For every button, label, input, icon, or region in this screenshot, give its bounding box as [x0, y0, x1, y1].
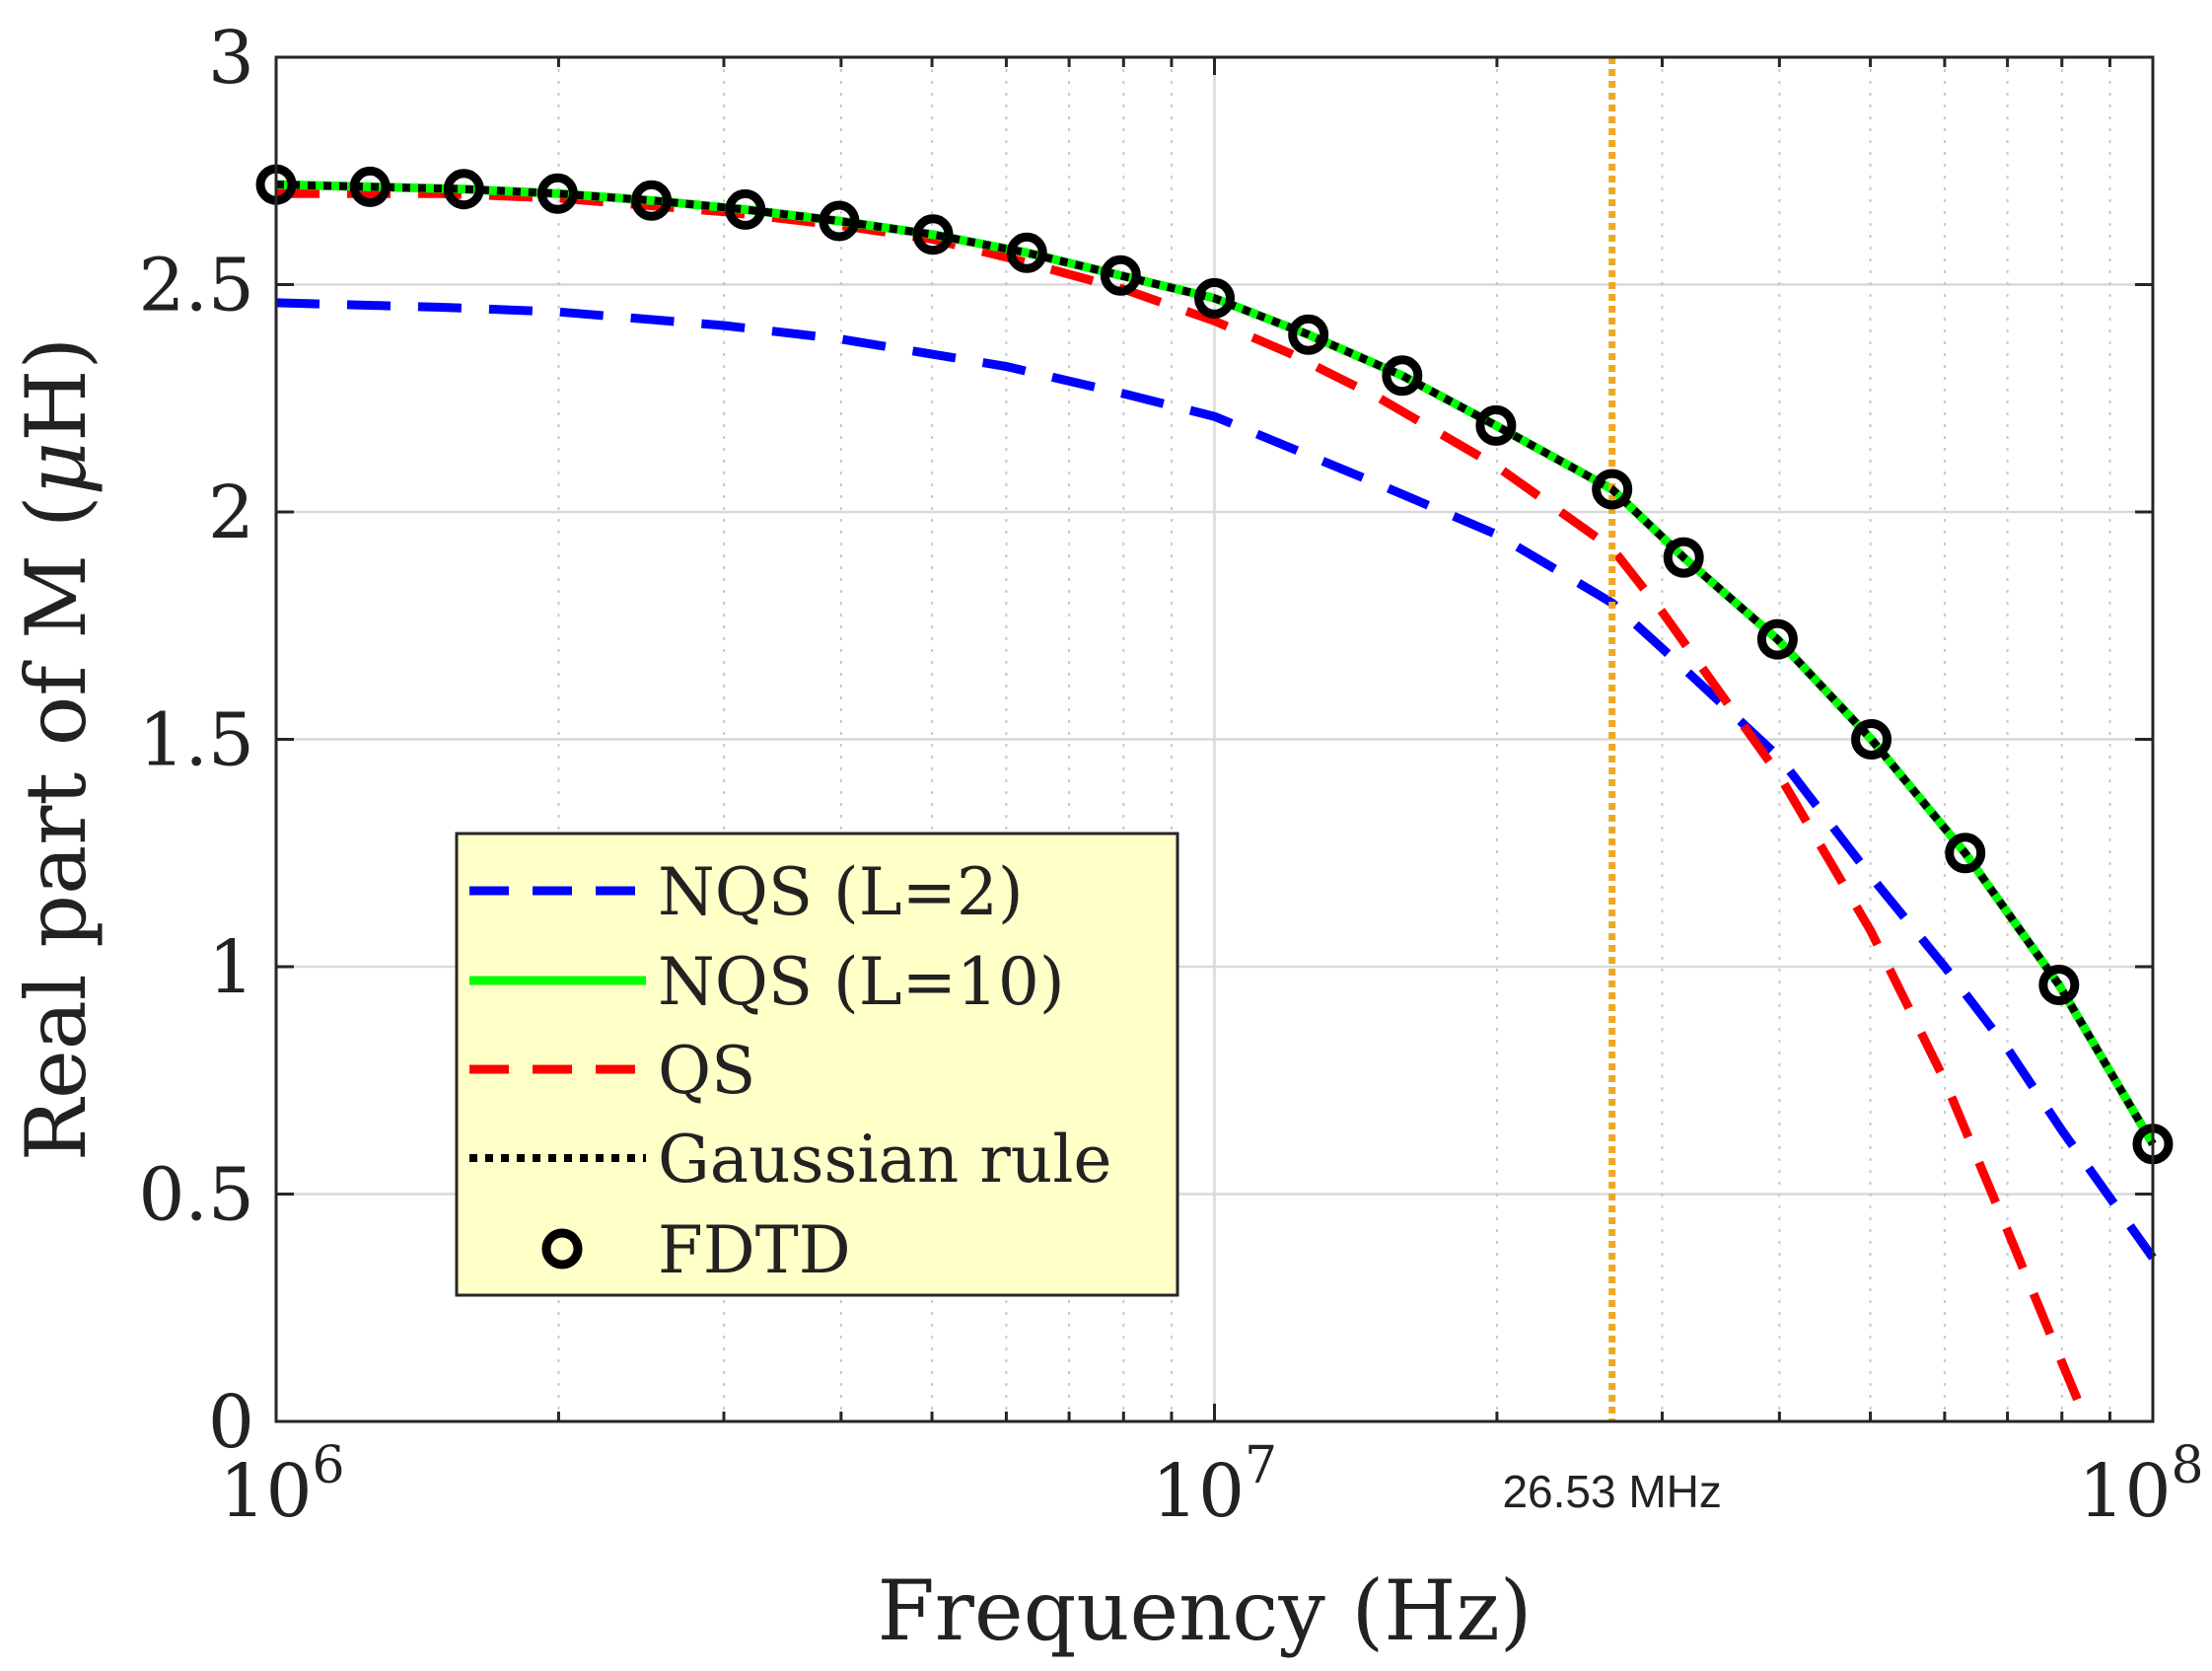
fdtd-marker	[1100, 254, 1141, 296]
y-tick-label: 3	[208, 16, 254, 101]
annotation-label: 26.53 MHz	[1502, 1466, 1721, 1517]
fdtd-marker	[1194, 277, 1235, 319]
fdtd-marker	[349, 166, 391, 207]
fdtd-marker	[1006, 232, 1047, 273]
x-tick-base: 10	[2078, 1449, 2171, 1534]
legend-entries: NQS (L=2) NQS (L=10) QS Gaussian rule FDTD	[469, 854, 1112, 1288]
y-axis-label: Real part of M (μH)	[8, 337, 105, 1162]
x-tick-label: 106	[219, 1436, 344, 1534]
fdtd-marker	[819, 200, 860, 242]
x-tick-exponent: 8	[2172, 1436, 2204, 1495]
fdtd-marker	[725, 188, 766, 230]
series-line-gaussian-rule	[275, 181, 2157, 1146]
legend-label-gaussian-rule: Gaussian rule	[658, 1122, 1112, 1198]
y-tick-label: 1.5	[138, 698, 254, 783]
legend-label-nqs-l-2: NQS (L=2)	[658, 854, 1024, 930]
y-tick-label: 0.5	[138, 1153, 254, 1238]
series-line-qs	[276, 188, 2091, 1423]
fdtd-marker	[631, 180, 673, 221]
legend-box	[455, 832, 1179, 1297]
legend-label-nqs-l-10: NQS (L=10)	[658, 944, 1065, 1020]
legend-label-qs: QS	[658, 1033, 755, 1109]
fdtd-marker	[1475, 404, 1517, 446]
y-tick-label: 1	[208, 925, 254, 1010]
fdtd-marker	[443, 169, 484, 210]
y-tick-label: 0	[208, 1380, 254, 1465]
y-tick-label: 2.5	[138, 244, 254, 328]
x-tick-base: 10	[1152, 1449, 1245, 1534]
x-axis-label: Frequency (Hz)	[877, 1562, 1532, 1659]
x-tick-label: 108	[2078, 1436, 2203, 1534]
fdtd-marker	[1288, 314, 1329, 355]
fdtd-marker	[536, 173, 578, 214]
fdtd-marker	[912, 214, 954, 255]
series-layer	[255, 57, 2174, 1423]
fdtd-marker	[1756, 618, 1798, 660]
legend: NQS (L=2) NQS (L=10) QS Gaussian rule FDTD	[455, 832, 1179, 1297]
y-axis-label-tail: H)	[8, 337, 105, 442]
x-tick-exponent: 6	[313, 1436, 345, 1495]
fdtd-marker	[1945, 833, 1986, 874]
legend-label-fdtd: FDTD	[658, 1212, 851, 1288]
fdtd-marker	[2038, 964, 2080, 1005]
x-tick-exponent: 7	[1245, 1436, 1277, 1495]
legend-swatch-fdtd	[541, 1228, 583, 1270]
fdtd-marker	[1592, 469, 1633, 510]
x-tick-label: 107	[1152, 1436, 1277, 1534]
y-axis-label-main: Real part of M (	[8, 495, 105, 1161]
fdtd-marker	[1851, 719, 1892, 760]
y-tick-label: 2	[208, 471, 254, 555]
fdtd-marker	[1382, 355, 1423, 397]
x-tick-base: 10	[219, 1449, 312, 1534]
fdtd-marker	[1663, 537, 1704, 578]
y-axis-label-mu: μ	[8, 442, 105, 496]
